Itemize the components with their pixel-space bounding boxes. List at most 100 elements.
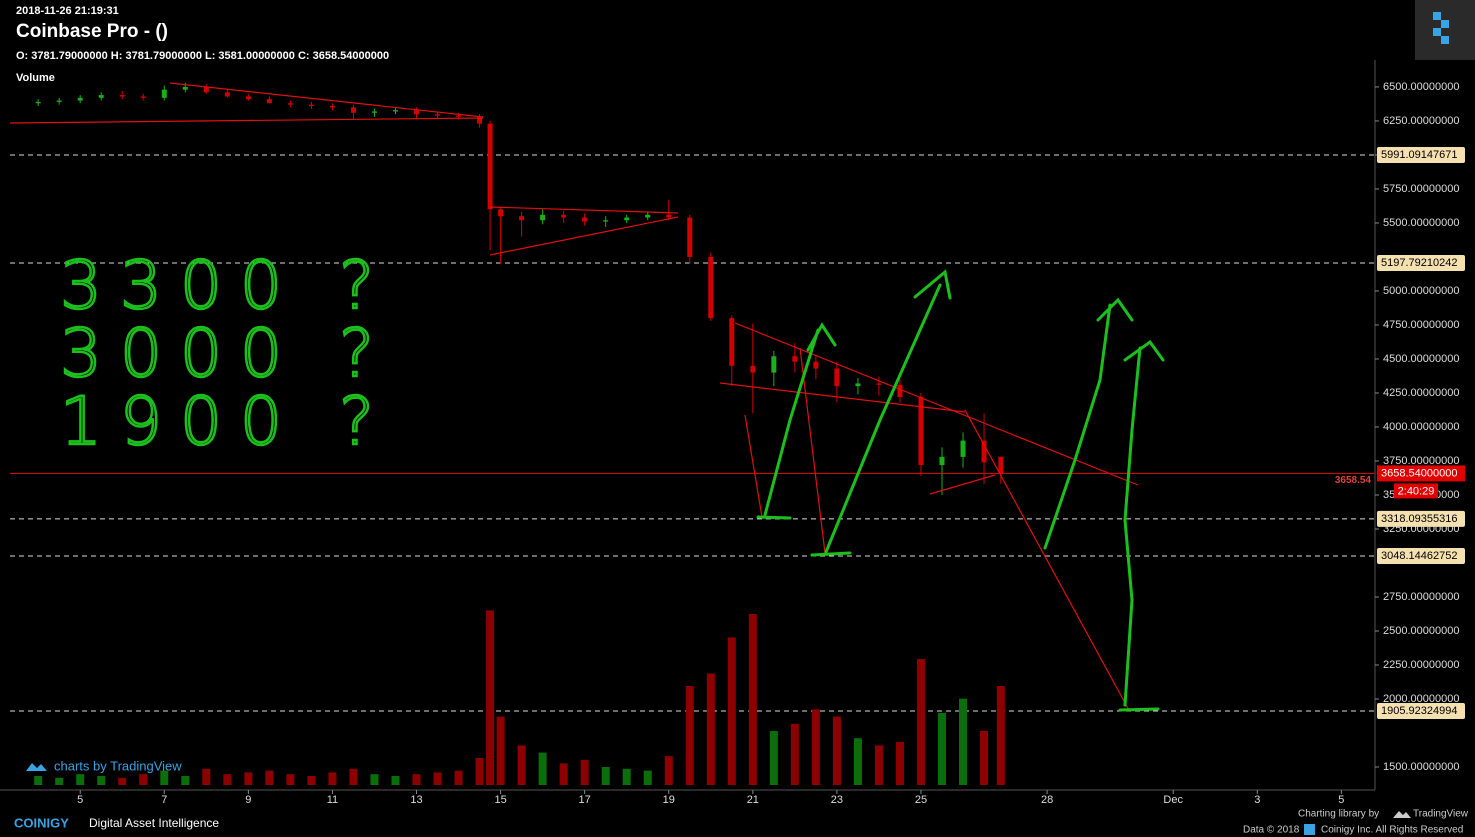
level-tag	[1377, 702, 1465, 719]
volume-bar	[454, 770, 463, 785]
candle-body	[498, 209, 504, 217]
countdown: 2:40:29	[1398, 485, 1435, 497]
candle-body	[645, 214, 651, 218]
candle-body	[119, 95, 125, 97]
volume-bar	[538, 752, 547, 785]
y-tick-label: 4000.00000000	[1383, 421, 1459, 433]
candle-body	[998, 456, 1004, 474]
volume-bar	[202, 768, 211, 785]
x-tick-label: 17	[579, 794, 591, 806]
volume-bar	[265, 770, 274, 785]
chart-title: Coinbase Pro - ()	[16, 21, 168, 42]
candle-body	[582, 217, 588, 222]
level-tag-label: 3048.14462752	[1381, 550, 1457, 562]
candle-body	[981, 440, 987, 463]
candle-body	[161, 89, 167, 98]
x-tick-label: 3	[1254, 794, 1260, 806]
x-tick-label: 7	[161, 794, 167, 806]
candle-body	[792, 356, 798, 362]
x-tick-label: 21	[747, 794, 759, 806]
volume-bar	[370, 774, 379, 785]
volume-bar	[433, 772, 442, 785]
volume-bar	[790, 723, 799, 785]
level-tag-label: 5197.79210242	[1381, 257, 1457, 269]
volume-bar	[996, 686, 1005, 785]
logo-block	[1441, 20, 1449, 28]
x-tick-label: 5	[1338, 794, 1344, 806]
volume-bar	[664, 756, 673, 785]
x-tick-label: 25	[915, 794, 927, 806]
volume-bar	[55, 777, 64, 785]
candle-body	[876, 383, 882, 385]
volume-bar	[832, 716, 841, 785]
candle-body	[519, 216, 525, 221]
volume-bar	[160, 770, 169, 785]
rights: Coinigy Inc. All Rights Reserved	[1321, 825, 1463, 836]
volume-bar	[811, 709, 820, 785]
candle-body	[687, 217, 693, 257]
y-tick-label: 5500.00000000	[1383, 217, 1459, 229]
logo-box	[1415, 0, 1475, 60]
volume-bar	[391, 776, 400, 785]
candle-body	[98, 95, 104, 98]
candle-body	[414, 110, 420, 115]
level-tag-label: 5991.09147671	[1381, 149, 1457, 161]
tv-credit: charts by TradingView	[54, 758, 182, 773]
volume-bar	[118, 777, 127, 785]
candle-body	[392, 110, 398, 112]
volume-bar	[874, 745, 883, 785]
brand: COINIGY	[14, 815, 69, 830]
volume-bar	[76, 774, 85, 785]
level-tag-label: 3318.09355316	[1381, 513, 1457, 525]
timestamp: 2018-11-26 21:19:31	[16, 5, 119, 17]
level-tag-label: 1905.92324994	[1381, 705, 1457, 717]
handwritten-note: 3300 ?	[60, 247, 392, 324]
drawn-arrows	[756, 269, 1165, 712]
y-tick-label: 5750.00000000	[1383, 183, 1459, 195]
candle-body	[350, 107, 356, 113]
volume-bar	[307, 776, 316, 785]
level-tag	[1377, 548, 1465, 565]
x-tick-label: 5	[77, 794, 83, 806]
x-tick-label: 13	[410, 794, 422, 806]
handwritten-note: 3000 ?	[60, 315, 392, 392]
x-tick-label: 11	[327, 794, 338, 806]
volume-bar	[559, 763, 568, 785]
candle-body	[939, 456, 945, 466]
logo-block	[1441, 36, 1449, 44]
candle-body	[182, 86, 188, 90]
volume-bar	[139, 774, 148, 785]
trend-lines	[9, 82, 1139, 713]
candle-body	[561, 214, 567, 218]
volume-bar	[34, 776, 43, 785]
candle-body	[750, 365, 756, 373]
tagline: Digital Asset Intelligence	[89, 816, 219, 830]
logo-block	[1433, 12, 1441, 20]
volume-bar	[643, 770, 652, 785]
y-tick-label: 2000.00000000	[1383, 693, 1459, 705]
volume-bar	[97, 776, 106, 785]
coinigy-icon	[1304, 824, 1315, 835]
y-tick-label: 4750.00000000	[1383, 319, 1459, 331]
data-credit: Data © 2018	[1243, 825, 1300, 836]
y-tick-label: 4500.00000000	[1383, 353, 1459, 365]
volume-bar	[938, 713, 947, 785]
y-tick-label: 2500.00000000	[1383, 625, 1459, 637]
y-tick-label: 6500.00000000	[1383, 81, 1459, 93]
candle-body	[287, 103, 293, 105]
y-tick-label: 1500.00000000	[1383, 761, 1459, 773]
last-price-tag	[1377, 465, 1465, 482]
last-price-short: 3658.54	[1335, 475, 1372, 486]
candle-body	[487, 123, 493, 210]
volume-bar	[286, 774, 295, 785]
volume-bar	[517, 745, 526, 785]
volume-label: Volume	[16, 72, 55, 84]
volume-bar	[853, 738, 862, 785]
volume-bar	[486, 610, 495, 785]
x-tick-label: Dec	[1163, 794, 1183, 806]
candle-body	[245, 96, 251, 100]
candle-body	[813, 361, 819, 369]
level-tag	[1377, 146, 1465, 163]
candle-body	[224, 92, 230, 97]
